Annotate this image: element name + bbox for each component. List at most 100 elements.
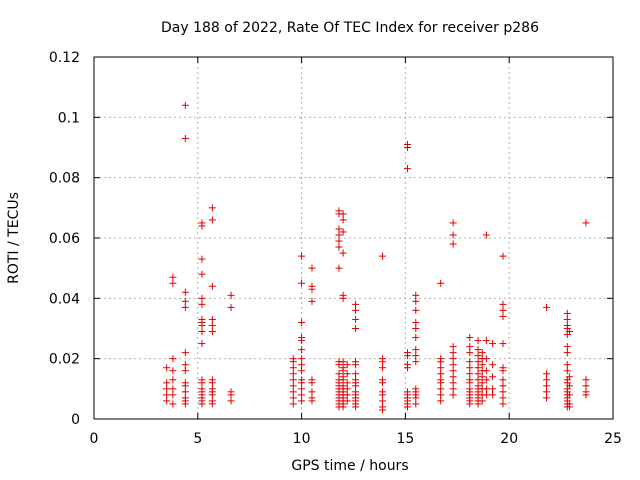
data-point [208,282,216,290]
data-point [474,370,482,378]
data-point [198,222,206,230]
data-point [379,391,387,399]
data-point [163,364,171,372]
data-point [163,391,171,399]
data-point [308,388,316,396]
y-tick-label: 0.1 [58,110,80,126]
data-point [499,252,507,260]
data-point [181,349,189,357]
data-point [466,343,474,351]
data-point [198,400,206,408]
data-point [499,382,507,390]
data-point [227,391,235,399]
data-point [208,328,216,336]
data-point [449,355,457,363]
data-point [298,346,306,354]
data-point [343,379,351,387]
data-point [449,391,457,399]
data-point [289,388,297,396]
data-point [289,376,297,384]
data-point [449,219,457,227]
data-point [482,385,490,393]
data-point [181,297,189,305]
data-point [169,355,177,363]
x-tick-labels: 0 5 10 15 20 25 [90,431,622,447]
data-point [298,397,306,405]
data-point [335,231,343,239]
x-axis-label: GPS time / hours [291,458,408,474]
data-point [466,379,474,387]
data-point [339,210,347,218]
data-point [474,400,482,408]
data-point [335,370,343,378]
data-point [208,379,216,387]
data-point [339,249,347,257]
data-point [466,358,474,366]
data-point [449,373,457,381]
data-point [339,216,347,224]
data-point [474,346,482,354]
data-point [565,328,573,336]
data-point [449,385,457,393]
data-point [169,367,177,375]
data-point [352,361,360,369]
y-tick-label: 0.12 [49,50,80,66]
data-point [412,358,420,366]
data-point [412,291,420,299]
data-point [339,403,347,411]
data-point [403,144,411,151]
data-point [208,400,216,408]
data-point [412,334,420,342]
data-point [343,391,351,399]
data-point [227,291,235,299]
data-point [499,388,507,396]
data-point [582,219,590,227]
data-point [298,279,306,287]
data-point [335,361,343,369]
data-point [543,370,551,378]
data-point [298,391,306,399]
data-point [289,400,297,408]
data-point [466,370,474,378]
data-point [169,279,177,287]
data-point [499,312,507,320]
data-point [466,364,474,372]
data-point [582,391,590,399]
data-point [198,300,206,308]
data-point [543,376,551,384]
data-point [474,376,482,384]
data-point [352,300,360,308]
data-point [208,315,216,323]
data-point [474,364,482,372]
data-point [352,370,360,378]
data-point [343,370,351,378]
data-point [198,328,206,336]
data-point [379,397,387,405]
data-point [169,376,177,384]
data-point [437,364,445,372]
data-point [181,400,189,408]
data-point [298,318,306,326]
data-point [339,358,347,366]
data-point [208,204,216,212]
data-point [449,343,457,351]
data-point [437,397,445,405]
data-point [298,361,306,369]
x-tick-label: 20 [500,431,518,447]
data-point [169,273,177,281]
data-point [482,367,490,375]
data-point [181,388,189,396]
data-point [308,264,316,272]
data-point [499,306,507,314]
x-tick-label: 10 [293,431,311,447]
data-point [478,349,486,357]
data-point [169,385,177,393]
data-point [437,358,445,366]
data-point [379,364,387,372]
data-point [181,134,189,142]
data-point [181,101,189,109]
data-point [352,325,360,332]
grid [94,57,613,419]
data-point [563,349,571,357]
x-tick-label: 0 [90,431,99,447]
